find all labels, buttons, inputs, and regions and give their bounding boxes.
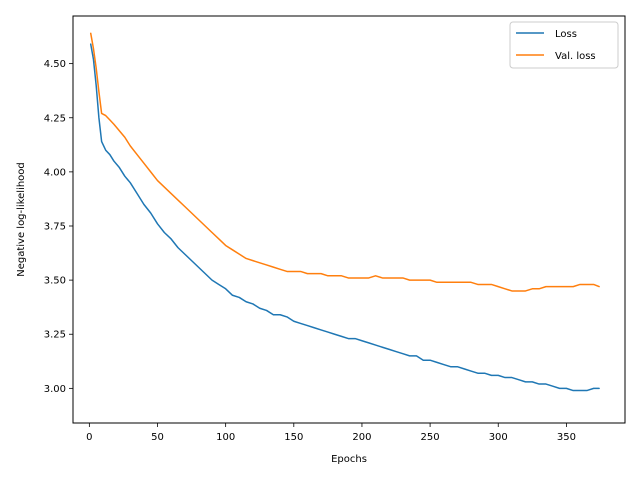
y-tick-label: 4.50 [44, 59, 66, 70]
x-tick-label: 100 [216, 432, 235, 443]
x-axis-label: Epochs [331, 454, 367, 465]
legend-label-val-loss: Val. loss [555, 51, 596, 62]
x-tick-label: 50 [151, 432, 164, 443]
x-axis-ticks: 0 50 100 150 200 250 300 350 [86, 423, 576, 443]
x-tick-label: 200 [352, 432, 371, 443]
x-tick-label: 0 [86, 432, 92, 443]
x-tick-label: 250 [421, 432, 440, 443]
x-tick-label: 350 [557, 432, 576, 443]
y-tick-label: 3.75 [44, 221, 66, 232]
series-line-val-loss [89, 32, 600, 292]
y-tick-label: 4.00 [44, 167, 66, 178]
legend-label-loss: Loss [555, 29, 577, 40]
y-tick-label: 3.00 [44, 384, 66, 395]
y-tick-label: 4.25 [44, 113, 66, 124]
plot-area [89, 32, 600, 392]
legend: Loss Val. loss [509, 21, 619, 69]
series-line-loss [89, 43, 600, 392]
x-tick-label: 300 [489, 432, 508, 443]
y-tick-label: 3.50 [44, 276, 66, 287]
x-tick-label: 150 [284, 432, 303, 443]
y-axis-label: Negative log-likelihood [16, 162, 27, 277]
y-axis-ticks: 3.00 3.25 3.50 3.75 4.00 4.25 4.50 [44, 59, 73, 395]
y-tick-label: 3.25 [44, 330, 66, 341]
axes-frame [72, 15, 626, 424]
